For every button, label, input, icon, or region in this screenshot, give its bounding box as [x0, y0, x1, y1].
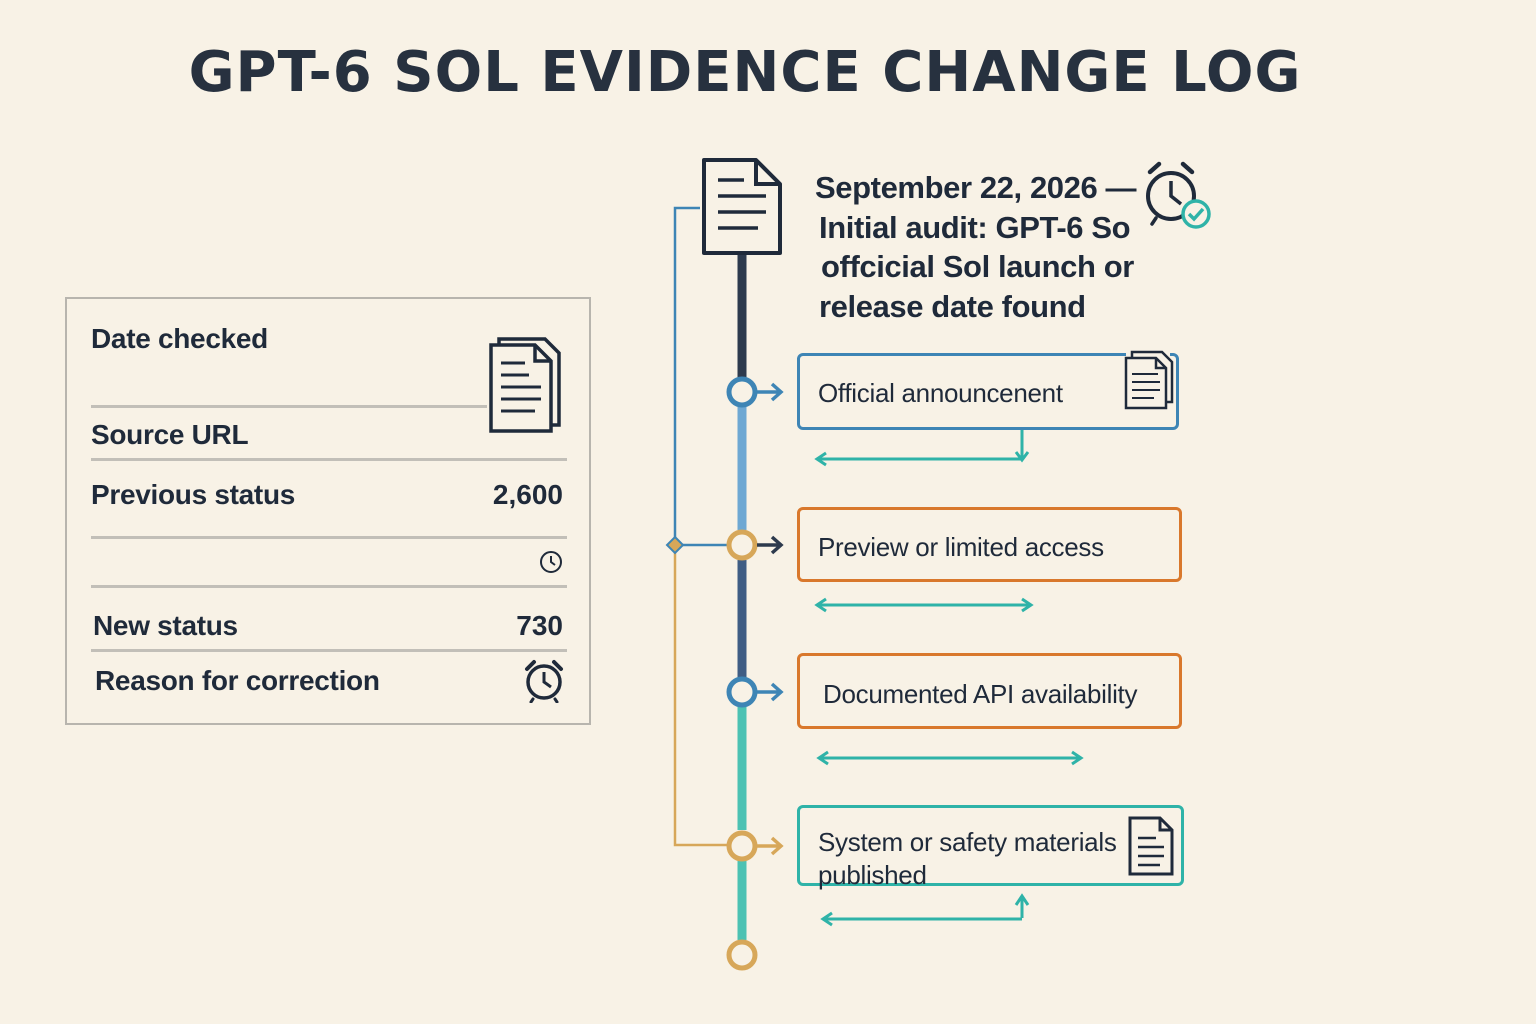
previous-status-value: 2,600 [492, 479, 563, 510]
page-title: GPT-6 SOL EVIDENCE CHANGE LOG [188, 40, 1302, 105]
milestone-preview-access: Preview or limited access [797, 507, 1182, 582]
audit-date: September 22, 2026 — [815, 170, 1137, 205]
timeline-node [726, 376, 758, 408]
divider [91, 405, 487, 408]
milestone-api-availability: Documented API availability [797, 653, 1182, 729]
range-arrow [814, 597, 1034, 613]
divider [91, 536, 567, 539]
timeline-node [726, 676, 758, 708]
milestone-official-announcement: Official announcenent [797, 350, 1179, 430]
connector-line [673, 206, 700, 545]
timeline-node [726, 529, 758, 561]
check-badge-icon [1181, 199, 1211, 229]
date-checked-label: Date checked [91, 323, 268, 354]
divider [91, 585, 567, 588]
arrow-right-icon [757, 682, 784, 702]
timeline-end-node [726, 939, 758, 971]
stacked-documents-icon [1124, 350, 1174, 410]
divider [91, 649, 567, 652]
connector-diamond [665, 535, 685, 555]
audit-header: September 22, 2026 — Initial audit: GPT-… [815, 168, 1155, 326]
arrow-right-icon [757, 836, 784, 856]
audit-line: release date found [819, 288, 1086, 324]
milestone-safety-materials: System or safety materials published [797, 805, 1184, 890]
new-status-value: 730 [516, 610, 563, 641]
document-icon [702, 158, 782, 255]
range-arrow [814, 430, 1030, 467]
connector-line [673, 545, 728, 847]
audit-line: offcicial Sol launch or [821, 249, 1134, 284]
reason-label: Reason for correction [95, 665, 380, 696]
source-url-label: Source URL [91, 419, 249, 450]
evidence-panel: Date checked Source URL Previous status … [65, 297, 591, 725]
milestone-label: Official announcenent [818, 378, 1063, 408]
milestone-label: System or safety materials [818, 827, 1117, 857]
stacked-documents-icon [489, 337, 561, 433]
new-status-label: New status [93, 610, 238, 641]
milestone-label: Preview or limited access [818, 532, 1104, 562]
document-icon [1128, 816, 1174, 876]
arrow-right-icon [757, 382, 784, 402]
range-arrow [816, 750, 1084, 766]
milestone-label: Documented API availability [823, 679, 1138, 709]
previous-status-label: Previous status [91, 479, 296, 510]
divider [91, 458, 567, 461]
range-arrow [820, 893, 1030, 927]
timeline-node [726, 830, 758, 862]
clock-icon [540, 551, 562, 573]
alarm-clock-icon [525, 660, 563, 703]
milestone-label: published [818, 860, 927, 890]
audit-line: Initial audit: GPT-6 So [819, 209, 1131, 245]
arrow-right-icon [757, 535, 784, 555]
